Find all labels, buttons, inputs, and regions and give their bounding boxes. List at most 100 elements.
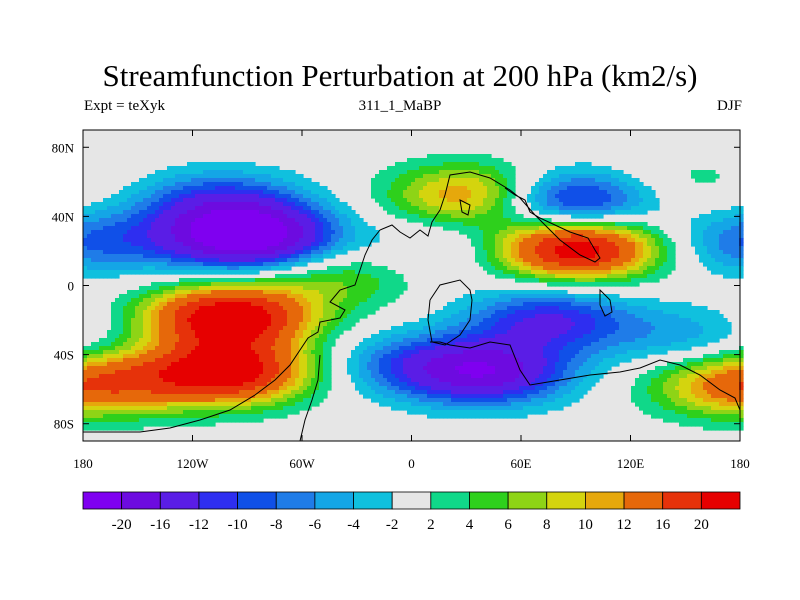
field-cell	[367, 226, 372, 231]
field-cell	[343, 306, 348, 311]
field-cell	[427, 402, 432, 407]
field-cell	[183, 258, 188, 263]
field-cell	[287, 306, 292, 311]
field-cell	[151, 202, 156, 207]
field-cell	[215, 354, 220, 359]
field-cell	[379, 178, 384, 183]
field-cell	[255, 230, 260, 235]
field-cell	[199, 422, 204, 427]
field-cell	[215, 290, 220, 295]
field-cell	[123, 414, 128, 419]
field-cell	[239, 298, 244, 303]
field-cell	[439, 406, 444, 411]
field-cell	[199, 266, 204, 271]
field-cell	[111, 274, 116, 279]
field-cell	[275, 186, 280, 191]
field-cell	[195, 382, 200, 387]
field-cell	[303, 302, 308, 307]
field-cell	[187, 266, 192, 271]
field-cell	[387, 394, 392, 399]
field-cell	[243, 370, 248, 375]
field-cell	[239, 242, 244, 247]
field-cell	[247, 310, 252, 315]
field-cell	[307, 246, 312, 251]
field-cell	[199, 362, 204, 367]
field-cell	[215, 286, 220, 291]
field-cell	[255, 330, 260, 335]
field-cell	[399, 190, 404, 195]
field-cell	[299, 298, 304, 303]
field-cell	[95, 394, 100, 399]
field-cell	[283, 202, 288, 207]
field-cell	[451, 394, 456, 399]
field-cell	[355, 354, 360, 359]
field-cell	[215, 246, 220, 251]
field-cell	[411, 330, 416, 335]
field-cell	[267, 202, 272, 207]
field-cell	[431, 386, 436, 391]
field-cell	[187, 182, 192, 187]
field-cell	[215, 402, 220, 407]
field-cell	[247, 382, 252, 387]
field-cell	[435, 198, 440, 203]
field-cell	[211, 398, 216, 403]
field-cell	[427, 406, 432, 411]
field-cell	[215, 394, 220, 399]
field-cell	[195, 254, 200, 259]
field-cell	[171, 166, 176, 171]
field-cell	[299, 334, 304, 339]
field-cell	[231, 338, 236, 343]
field-cell	[375, 282, 380, 287]
field-cell	[227, 358, 232, 363]
field-cell	[119, 306, 124, 311]
field-cell	[295, 294, 300, 299]
field-cell	[95, 266, 100, 271]
field-cell	[351, 290, 356, 295]
field-cell	[135, 206, 140, 211]
field-cell	[155, 182, 160, 187]
field-cell	[427, 170, 432, 175]
field-cell	[179, 394, 184, 399]
field-cell	[319, 378, 324, 383]
field-cell	[463, 222, 468, 227]
field-cell	[319, 338, 324, 343]
field-cell	[363, 314, 368, 319]
field-cell	[291, 326, 296, 331]
field-cell	[99, 338, 104, 343]
experiment-label: Expt = teXyk	[84, 98, 165, 114]
field-cell	[295, 186, 300, 191]
field-cell	[147, 342, 152, 347]
field-cell	[295, 354, 300, 359]
field-cell	[179, 334, 184, 339]
field-cell	[319, 218, 324, 223]
field-cell	[111, 254, 116, 259]
field-cell	[367, 358, 372, 363]
field-cell	[207, 190, 212, 195]
field-cell	[143, 310, 148, 315]
field-cell	[247, 362, 252, 367]
field-cell	[455, 394, 460, 399]
field-cell	[291, 370, 296, 375]
field-cell	[195, 282, 200, 287]
field-cell	[303, 286, 308, 291]
field-cell	[431, 222, 436, 227]
field-cell	[327, 282, 332, 287]
field-cell	[407, 366, 412, 371]
field-cell	[123, 342, 128, 347]
field-cell	[451, 318, 456, 323]
field-cell	[291, 286, 296, 291]
field-cell	[131, 346, 136, 351]
field-cell	[295, 210, 300, 215]
field-cell	[387, 298, 392, 303]
field-cell	[375, 286, 380, 291]
field-cell	[87, 382, 92, 387]
field-cell	[411, 194, 416, 199]
field-cell	[451, 362, 456, 367]
field-cell	[119, 426, 124, 431]
field-cell	[83, 426, 88, 431]
field-cell	[287, 402, 292, 407]
field-cell	[267, 398, 272, 403]
field-cell	[435, 326, 440, 331]
field-cell	[423, 174, 428, 179]
field-cell	[255, 170, 260, 175]
